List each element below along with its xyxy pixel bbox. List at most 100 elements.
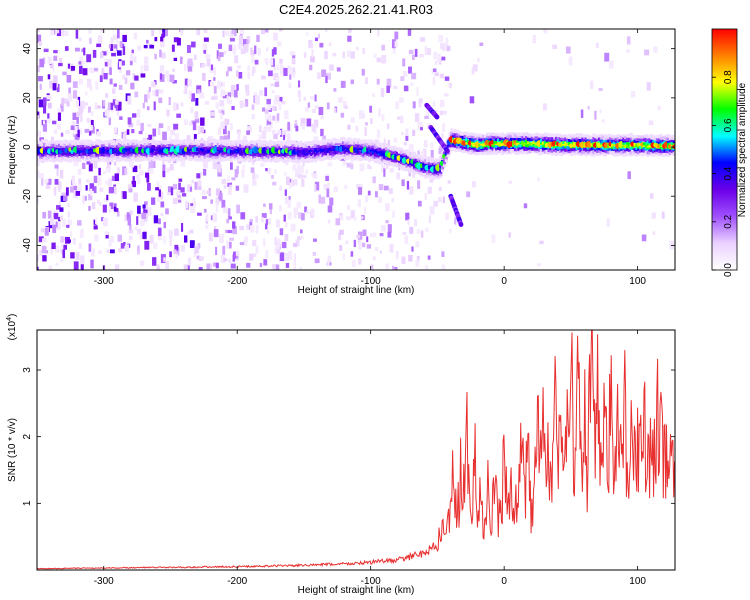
heatmap-cell [515, 144, 519, 148]
heatmap-cell [42, 143, 47, 147]
heatmap-cell [259, 153, 263, 157]
heatmap-cell [624, 135, 628, 140]
heatmap-cell [246, 143, 250, 147]
heatmap-cell [586, 139, 590, 143]
heatmap-cell [87, 142, 92, 146]
heatmap-cell [218, 147, 222, 151]
heatmap-cell [39, 143, 43, 147]
heatmap-cell [321, 142, 325, 146]
heatmap-cell [76, 139, 80, 143]
heatmap-cell [73, 125, 78, 135]
heatmap-cell [134, 158, 138, 162]
heatmap-cell [209, 139, 213, 143]
heatmap-cell [487, 151, 491, 155]
heatmap-cell [287, 199, 291, 208]
heatmap-cell [233, 155, 237, 159]
heatmap-cell [80, 146, 84, 151]
heatmap-cell [454, 148, 458, 152]
heatmap-cell [341, 136, 346, 140]
heatmap-cell [57, 108, 62, 113]
heatmap-cell [485, 151, 490, 156]
heatmap-cell [543, 136, 547, 141]
heatmap-cell [384, 147, 389, 151]
heatmap-cell [500, 140, 504, 144]
heatmap-cell [416, 255, 420, 263]
heatmap-cell [327, 153, 331, 157]
heatmap-cell [383, 138, 386, 144]
heatmap-cell [342, 253, 345, 261]
heatmap-cell [165, 260, 170, 269]
heatmap-cell [56, 83, 60, 93]
heatmap-cell [487, 133, 491, 137]
heatmap-cell [166, 142, 170, 146]
heatmap-cell [439, 110, 444, 116]
heatmap-cell [125, 144, 129, 149]
heatmap-cell [265, 141, 269, 145]
heatmap-cell [405, 149, 409, 153]
heatmap-cell [37, 115, 39, 120]
heatmap-cell [37, 197, 40, 204]
heatmap-cell [614, 148, 618, 152]
heatmap-cell [309, 64, 313, 71]
heatmap-cell [84, 144, 88, 148]
heatmap-cell [422, 172, 426, 177]
heatmap-cell [655, 150, 660, 155]
heatmap-cell [373, 159, 377, 164]
heatmap-cell [187, 184, 192, 193]
heatmap-cell [278, 143, 282, 147]
heatmap-cell [267, 229, 270, 234]
heatmap-cell [513, 151, 518, 155]
heatmap-cell [224, 158, 228, 162]
heatmap-cell [42, 211, 47, 219]
heatmap-cell [121, 154, 125, 158]
heatmap-cell [396, 147, 400, 151]
heatmap-cell [579, 148, 583, 152]
heatmap-cell [302, 148, 306, 152]
heatmap-cell [317, 140, 321, 144]
heatmap-cell [648, 146, 652, 150]
heatmap-cell [197, 125, 201, 135]
heatmap-cell [409, 186, 414, 195]
heatmap-cell [573, 152, 577, 156]
heatmap-cell [564, 148, 568, 152]
heatmap-cell [67, 154, 71, 158]
heatmap-cell [590, 150, 594, 154]
heatmap-cell [461, 149, 465, 154]
heatmap-cell [215, 188, 221, 196]
heatmap-cell [374, 246, 379, 252]
heatmap-cell [337, 97, 343, 103]
heatmap-cell [564, 134, 568, 138]
heatmap-cell [330, 146, 334, 150]
heatmap-cell [412, 169, 417, 173]
heatmap-cell [541, 144, 546, 148]
heatmap-cell [341, 153, 346, 157]
heatmap-cell [431, 176, 435, 180]
heatmap-cell [99, 201, 102, 207]
heatmap-cell [90, 85, 93, 91]
heatmap-cell [644, 152, 648, 156]
heatmap-cell [319, 148, 323, 152]
heatmap-cell [465, 147, 469, 152]
heatmap-cell [71, 144, 75, 148]
heatmap-cell [57, 124, 61, 130]
heatmap-cell [42, 97, 47, 106]
heatmap-cell [227, 66, 233, 72]
heatmap-cell [579, 152, 583, 157]
heatmap-cell [386, 163, 391, 167]
heatmap-cell [80, 262, 84, 270]
heatmap-cell [138, 164, 142, 169]
heatmap-cell [91, 157, 95, 161]
heatmap-cell [474, 136, 478, 140]
heatmap-cell [44, 139, 49, 143]
heatmap-cell [226, 240, 230, 249]
heatmap-cell [311, 123, 316, 132]
heatmap-cell [276, 238, 281, 242]
heatmap-cell [200, 256, 205, 261]
heatmap-cell [228, 44, 233, 51]
heatmap-cell [293, 140, 297, 145]
heatmap-cell [84, 155, 88, 160]
heatmap-cell [376, 57, 382, 63]
heatmap-cell [556, 149, 561, 153]
heatmap-cell [104, 109, 108, 117]
